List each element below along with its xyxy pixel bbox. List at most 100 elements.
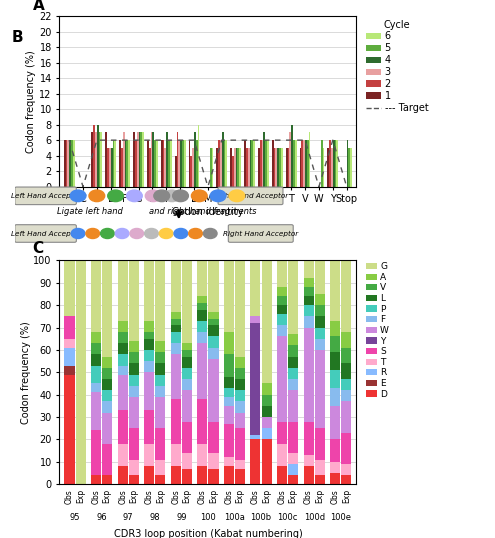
Text: 100a: 100a — [224, 513, 245, 522]
Bar — [315, 294, 325, 305]
Bar — [330, 440, 340, 462]
Bar — [189, 140, 191, 187]
Bar — [281, 148, 283, 187]
Bar — [239, 148, 241, 187]
Bar — [144, 410, 154, 444]
Bar — [182, 357, 192, 368]
Bar — [277, 296, 287, 305]
Text: 96: 96 — [97, 513, 107, 522]
Bar — [119, 140, 121, 187]
Circle shape — [108, 190, 123, 202]
Bar — [208, 348, 218, 359]
Bar — [92, 132, 93, 187]
Circle shape — [164, 190, 180, 202]
Bar — [105, 132, 107, 187]
Bar — [208, 453, 218, 469]
Bar — [290, 132, 291, 187]
Bar — [111, 148, 112, 187]
Bar — [100, 132, 102, 187]
Bar — [260, 140, 262, 187]
Bar — [321, 140, 323, 187]
Bar — [140, 132, 142, 187]
Legend: G, A, V, L, P, F, W, Y, S, T, R, E, D: G, A, V, L, P, F, W, Y, S, T, R, E, D — [364, 260, 391, 400]
Bar — [224, 140, 225, 187]
Bar — [109, 148, 111, 187]
Bar — [235, 390, 245, 401]
Bar — [64, 366, 75, 374]
Bar — [208, 336, 218, 348]
Bar — [224, 355, 234, 377]
FancyBboxPatch shape — [218, 187, 283, 204]
Bar — [129, 341, 139, 352]
Bar — [118, 410, 128, 444]
Circle shape — [100, 229, 114, 238]
Bar — [246, 148, 248, 187]
Bar — [198, 321, 207, 332]
FancyBboxPatch shape — [15, 187, 76, 204]
Bar — [171, 260, 181, 312]
Bar — [341, 379, 351, 390]
FancyBboxPatch shape — [15, 225, 76, 242]
Y-axis label: Codon frequency (%): Codon frequency (%) — [21, 321, 31, 423]
Bar — [224, 406, 234, 424]
Text: A: A — [33, 0, 45, 13]
Bar — [144, 332, 154, 339]
Bar — [76, 260, 86, 484]
Bar — [230, 148, 232, 187]
Bar — [330, 336, 340, 352]
Bar — [288, 379, 298, 390]
Bar — [331, 148, 333, 187]
Bar — [198, 310, 207, 321]
Circle shape — [71, 229, 85, 238]
Bar — [224, 388, 234, 397]
Circle shape — [86, 229, 99, 238]
Bar — [315, 428, 325, 459]
Bar — [301, 140, 303, 187]
Bar — [337, 140, 338, 187]
Bar — [64, 339, 75, 348]
Bar — [118, 321, 128, 332]
Text: and right hand fragments: and right hand fragments — [149, 207, 256, 216]
Legend: 6, 5, 4, 3, 2, 1, --- Target: 6, 5, 4, 3, 2, 1, --- Target — [364, 18, 430, 115]
Bar — [341, 464, 351, 475]
Bar — [139, 132, 140, 187]
Bar — [303, 305, 314, 316]
Bar — [65, 140, 67, 187]
Circle shape — [229, 190, 245, 202]
Bar — [238, 148, 239, 187]
Bar — [258, 148, 260, 187]
Bar — [144, 339, 154, 350]
Bar — [341, 401, 351, 433]
Bar — [118, 466, 128, 484]
Bar — [128, 140, 130, 187]
Bar — [192, 148, 194, 187]
Bar — [137, 132, 139, 187]
Bar — [277, 422, 287, 444]
Bar — [330, 388, 340, 406]
Circle shape — [173, 190, 189, 202]
Bar — [303, 140, 305, 187]
Text: 100: 100 — [200, 513, 216, 522]
Bar — [91, 475, 101, 484]
Bar — [288, 475, 298, 484]
Bar — [224, 466, 234, 484]
Bar — [168, 140, 170, 187]
Bar — [208, 312, 218, 318]
Bar — [118, 374, 128, 410]
Bar — [307, 140, 309, 187]
Text: Ligate left hand: Ligate left hand — [57, 207, 123, 216]
Bar — [277, 466, 287, 484]
Bar — [112, 140, 114, 187]
Bar — [346, 140, 348, 187]
Text: 100d: 100d — [303, 513, 325, 522]
Bar — [250, 260, 260, 316]
Bar — [102, 413, 112, 444]
Bar — [277, 287, 287, 296]
Bar — [323, 148, 324, 187]
Bar — [91, 332, 101, 343]
Bar — [144, 321, 154, 332]
Bar — [133, 132, 135, 187]
Bar — [224, 457, 234, 466]
Bar — [220, 140, 222, 187]
Bar — [129, 352, 139, 363]
